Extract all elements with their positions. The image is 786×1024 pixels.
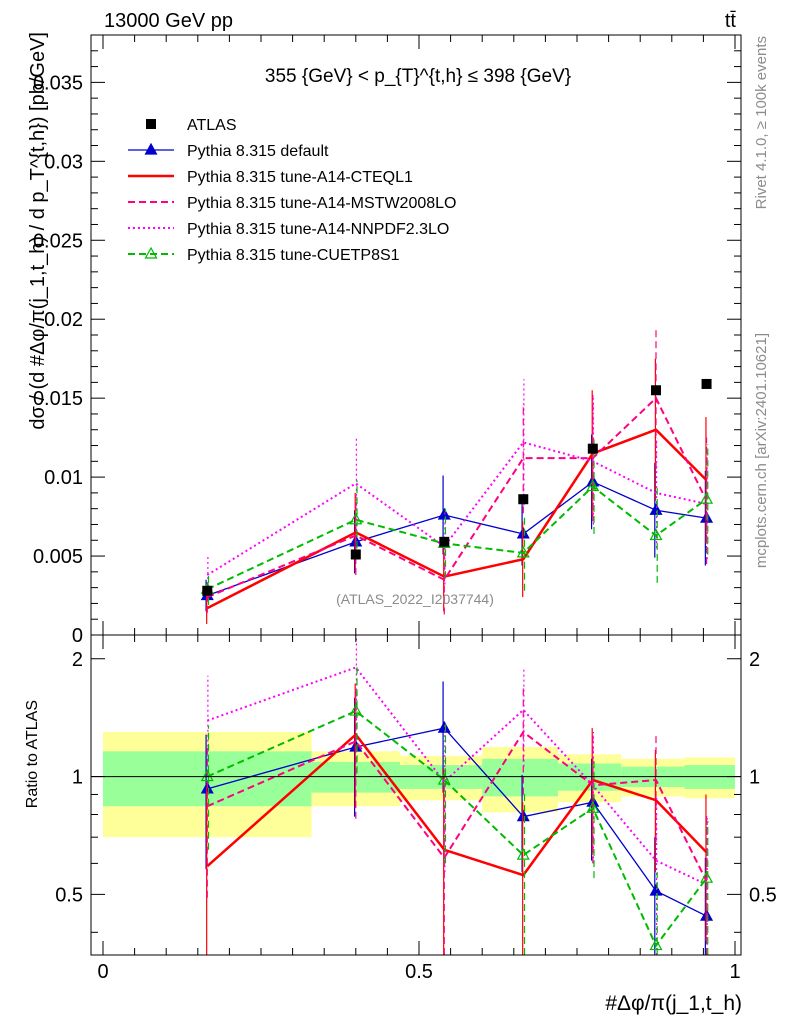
ratio-point-4 [200,769,214,782]
ratio-line-2 [206,730,708,882]
y-tick-label: 0.025 [33,230,83,252]
mcplots-label: mcplots.cern.ch [arXiv:2401.10621] [753,333,770,568]
ratio-tick-label-left: 1 [72,767,83,789]
y-tick-label: 0.015 [33,388,83,410]
header-right: tt̄ [725,10,737,32]
ratio-point-0 [516,809,530,822]
x-tick-label: 1 [729,961,740,983]
ratio-point-4 [586,800,600,813]
ratio-point-4 [649,938,663,951]
ratio-tick-label-right: 0.5 [749,884,777,906]
ratio-tick-label-left: 0.5 [55,884,83,906]
series-line-2 [206,396,708,599]
legend-label-2: Pythia 8.315 tune-A14-MSTW2008LO [187,195,456,212]
header-left: 13000 GeV pp [104,10,233,32]
y-axis-label: dσ / (d #Δφ/π(j_1,t_h) / d p_T^{t,h}) [p… [27,32,49,430]
x-tick-label: 0 [97,961,108,983]
legend-label-3: Pythia 8.315 tune-A14-NNPDF2.3LO [187,221,449,238]
axes: 0 0.005 0.01 0.015 0.02 0.025 0.03 0.035 0.5 0.5 1… [33,34,777,983]
ratio-y-axis-label: Ratio to ATLAS [24,700,41,808]
legend-label-atlas: ATLAS [187,117,237,134]
ratio-uncertainty-bands [103,731,735,838]
ratio-point-4 [437,772,451,785]
atlas-data-point [701,378,712,389]
y-tick-label: 0.02 [44,309,83,331]
atlas-data-point [439,536,450,547]
series-point-0 [649,503,663,515]
legend-label-1: Pythia 8.315 tune-A14-CTEQL1 [187,169,413,186]
y-tick-label: 0 [72,625,83,647]
legend-marker-4 [144,246,158,259]
atlas-data-point [518,494,529,505]
series-point-4 [649,528,663,541]
series-line-0 [207,481,707,597]
series-point-4 [586,479,600,492]
y-tick-label: 0.03 [44,151,83,173]
ratio-point-4 [349,703,363,716]
legend-label-0: Pythia 8.315 default [187,143,329,160]
series-line-1 [206,428,708,610]
legend-label-4: Pythia 8.315 tune-CUETP8S1 [187,247,400,264]
legend-atlas-marker [146,119,156,129]
atlas-data-point [587,443,598,454]
series-point-4 [516,545,530,558]
atlas-data-point [651,385,661,396]
series-line-4 [206,485,708,591]
atlas-data-point [202,585,213,596]
series-point-0 [516,526,530,539]
ratio-point-0 [649,883,663,896]
ratio-band-green [482,758,559,797]
ratio-line-4 [206,709,708,948]
rivet-version-label: Rivet 4.1.0, ≥ 100k events [753,36,770,209]
legend-marker-0 [144,142,158,155]
legend: ATLAS Pythia 8.315 default Pythia 8.315 tu… [128,117,456,264]
series-point-4 [700,491,714,504]
ratio-panel-series [91,635,741,955]
y-tick-label: 0.005 [33,546,83,568]
main-panel-series [200,327,714,624]
x-tick-label: 0.5 [405,961,433,983]
watermark: (ATLAS_2022_I2037744) [336,591,494,607]
ratio-point-4 [516,847,530,860]
y-tick-label: 0.035 [33,72,83,94]
chart-title: 355 {GeV} < p_{T}^{t,h} ≤ 398 {GeV} [265,66,571,87]
atlas-data-point [350,549,361,560]
ratio-point-4 [700,870,714,883]
ratio-tick-label-left: 2 [72,649,83,671]
series-point-4 [349,512,363,525]
ratio-tick-label-right: 1 [749,767,760,789]
x-axis-label: #Δφ/π(j_1,t_h) [605,992,742,1015]
y-tick-label: 0.01 [44,467,83,489]
ratio-frame [90,634,742,956]
ratio-tick-label-right: 2 [749,649,760,671]
